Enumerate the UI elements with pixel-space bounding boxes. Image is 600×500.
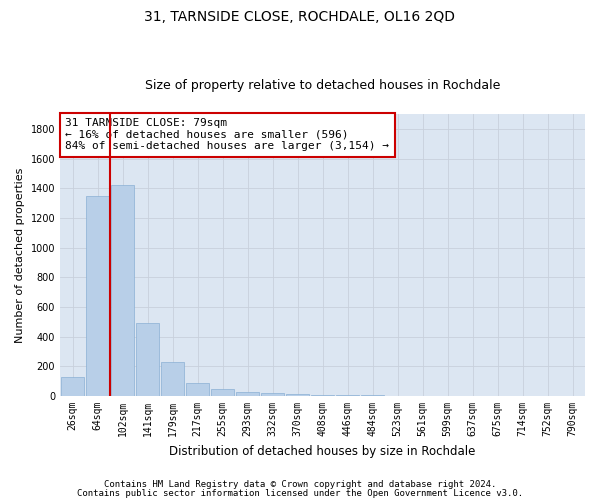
Bar bbox=[61, 377, 84, 396]
X-axis label: Distribution of detached houses by size in Rochdale: Distribution of detached houses by size … bbox=[169, 444, 476, 458]
Bar bbox=[161, 362, 184, 396]
Bar bbox=[136, 324, 159, 396]
Bar bbox=[111, 186, 134, 396]
Text: Contains public sector information licensed under the Open Government Licence v3: Contains public sector information licen… bbox=[77, 488, 523, 498]
Text: Contains HM Land Registry data © Crown copyright and database right 2024.: Contains HM Land Registry data © Crown c… bbox=[104, 480, 496, 489]
Text: 31, TARNSIDE CLOSE, ROCHDALE, OL16 2QD: 31, TARNSIDE CLOSE, ROCHDALE, OL16 2QD bbox=[145, 10, 455, 24]
Text: 31 TARNSIDE CLOSE: 79sqm
← 16% of detached houses are smaller (596)
84% of semi-: 31 TARNSIDE CLOSE: 79sqm ← 16% of detach… bbox=[65, 118, 389, 152]
Bar bbox=[211, 390, 234, 396]
Y-axis label: Number of detached properties: Number of detached properties bbox=[15, 168, 25, 342]
Bar bbox=[86, 196, 109, 396]
Title: Size of property relative to detached houses in Rochdale: Size of property relative to detached ho… bbox=[145, 79, 500, 92]
Bar bbox=[286, 394, 309, 396]
Bar bbox=[311, 395, 334, 396]
Bar bbox=[186, 384, 209, 396]
Bar bbox=[261, 393, 284, 396]
Bar bbox=[236, 392, 259, 396]
